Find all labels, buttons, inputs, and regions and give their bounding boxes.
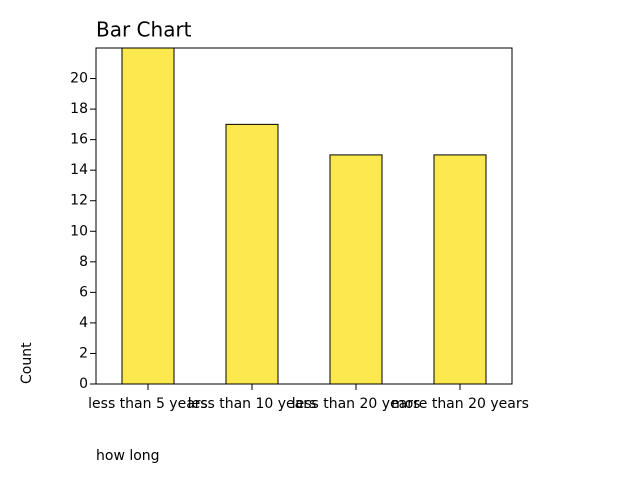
x-tick-label: less than 20 years (292, 396, 421, 412)
bar (433, 154, 487, 385)
y-tick-label: 16 (70, 132, 88, 148)
bar (329, 154, 383, 385)
x-axis-label: how long (96, 448, 160, 464)
x-tick-label: less than 10 years (188, 396, 317, 412)
y-tick-label: 2 (79, 345, 88, 361)
chart-title: Bar Chart (96, 18, 192, 42)
plot-frame (95, 47, 513, 385)
y-tick-label: 10 (70, 223, 88, 239)
bar (121, 47, 175, 385)
y-tick-label: 0 (79, 376, 88, 392)
x-tick-label: less than 5 years (88, 396, 208, 412)
y-tick-label: 6 (79, 284, 88, 300)
x-tick-label: more than 20 years (391, 396, 529, 412)
bar (225, 123, 279, 385)
y-axis-label: Count (19, 342, 35, 384)
y-tick-label: 4 (79, 315, 88, 331)
y-tick-label: 20 (70, 71, 88, 87)
y-tick-label: 14 (70, 162, 88, 178)
y-tick-label: 18 (70, 101, 88, 117)
y-tick-label: 8 (79, 254, 88, 270)
y-tick-label: 12 (70, 193, 88, 209)
